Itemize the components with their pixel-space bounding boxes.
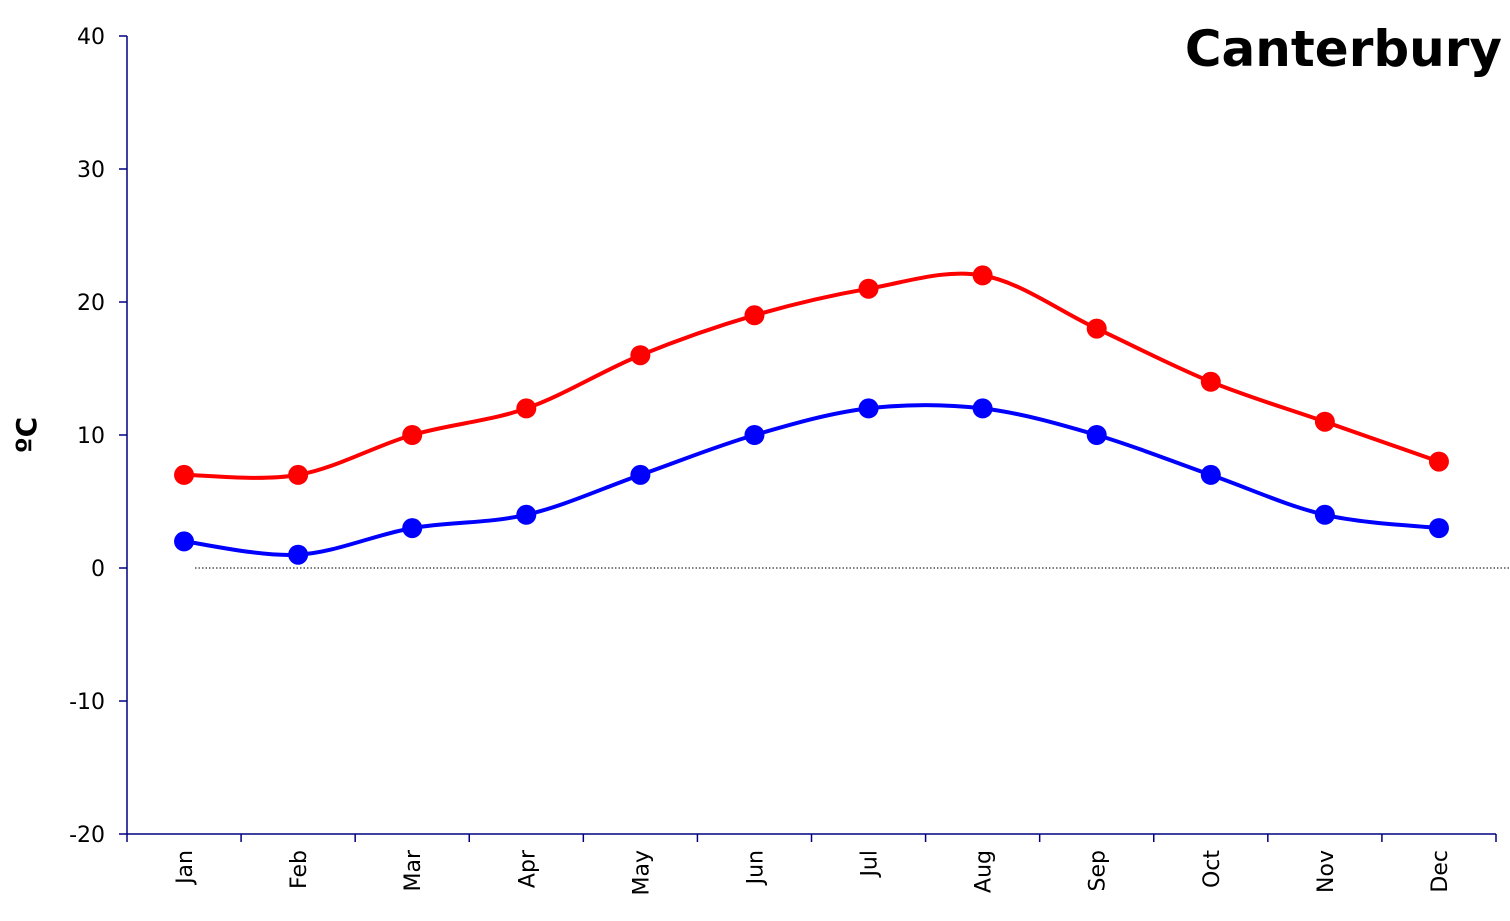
- data-point: [1428, 451, 1449, 472]
- data-point: [744, 305, 765, 326]
- x-tick-label: Feb: [287, 850, 312, 889]
- data-point: [1086, 425, 1107, 445]
- x-tick-label: Sep: [1086, 850, 1111, 891]
- data-point: [1086, 318, 1107, 339]
- y-tick-label: 40: [77, 25, 105, 50]
- data-point: [402, 425, 423, 445]
- data-point: [516, 398, 537, 419]
- data-point: [1200, 371, 1221, 392]
- series-layer: [174, 265, 1449, 565]
- x-tick-label: Apr: [515, 849, 540, 888]
- x-tick-label: Jul: [858, 850, 883, 879]
- y-tick-label: 20: [77, 291, 105, 316]
- data-point: [402, 518, 423, 539]
- x-tick-label: Nov: [1314, 850, 1339, 893]
- x-tick-label: Aug: [972, 850, 997, 893]
- data-point: [1200, 464, 1221, 485]
- y-tick-label: 0: [91, 557, 105, 582]
- x-tick-label: Mar: [401, 849, 426, 891]
- x-tick-label: Jun: [743, 850, 768, 886]
- series-line: [182, 403, 1441, 557]
- y-tick-label: 10: [77, 424, 105, 449]
- data-point: [174, 464, 195, 485]
- y-axis-label: ºC: [10, 417, 43, 453]
- data-point: [630, 464, 651, 485]
- data-point: [288, 464, 309, 485]
- data-point: [1428, 518, 1449, 539]
- axes: -20 -10 0 10 20 30 40 Jan Feb Mar Apr May Jun Jul Aug S…: [69, 25, 1510, 895]
- data-point: [1314, 504, 1335, 525]
- series-1: [174, 265, 1449, 485]
- x-tick-label: Oct: [1200, 850, 1225, 888]
- series-line: [182, 271, 1441, 480]
- x-tick-label: May: [629, 850, 654, 895]
- data-point: [174, 531, 195, 552]
- x-tick-label: Jan: [173, 850, 198, 886]
- chart-title: Canterbury: [1185, 20, 1502, 78]
- y-tick-label: -10: [69, 690, 105, 715]
- data-point: [972, 398, 993, 419]
- data-point: [288, 544, 309, 565]
- y-tick-label: 30: [77, 158, 105, 183]
- data-point: [972, 265, 993, 286]
- series-2: [174, 398, 1449, 565]
- data-point: [858, 398, 879, 419]
- data-point: [858, 278, 879, 299]
- x-tick-label: Dec: [1428, 850, 1453, 893]
- data-point: [630, 345, 651, 366]
- data-point: [1314, 411, 1335, 432]
- y-tick-label: -20: [69, 823, 105, 848]
- data-point: [744, 425, 765, 445]
- data-point: [516, 504, 537, 525]
